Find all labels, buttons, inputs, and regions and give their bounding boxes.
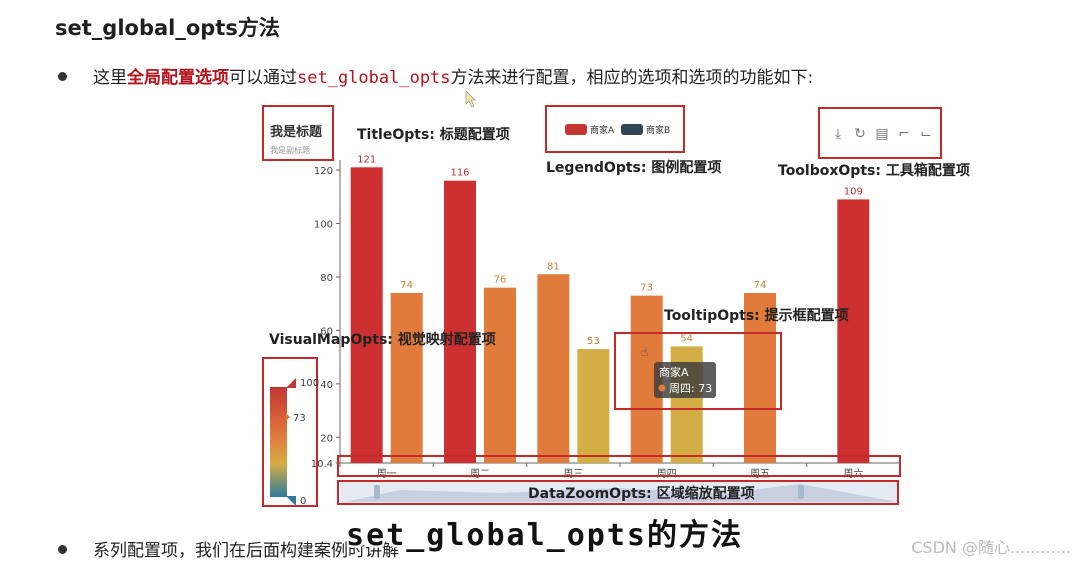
xaxis-highlight-box [337, 455, 901, 477]
bar-value-label: 53 [587, 336, 600, 347]
y-tick-label: 80 [320, 273, 333, 284]
bar-商家A [350, 167, 383, 463]
data-view-icon: ▤ [875, 126, 888, 142]
visualmap-handle-bottom [286, 496, 296, 506]
bar-value-label: 121 [357, 154, 376, 165]
refresh-icon: ↻ [854, 126, 866, 142]
bullet1-code: set_global_opts [297, 68, 451, 88]
bullet-global-opts: 这里全局配置选项可以通过set_global_opts方法来进行配置，相应的选项… [58, 63, 813, 88]
toolbox-opts-box [818, 107, 942, 159]
datazoom-opts-box [337, 480, 899, 505]
bar-商家A [837, 199, 870, 464]
title-opts-label: TitleOpts: 标题配置项 [357, 126, 510, 143]
bar-商家A [537, 274, 570, 463]
visualmap-opts-box [262, 357, 318, 507]
tooltip-popup [654, 362, 716, 398]
bar-value-label: 74 [754, 280, 767, 291]
tooltip-item: 周四: 73 [669, 382, 712, 395]
datazoom-shadow [345, 484, 898, 502]
legend-label-a: 商家A [590, 124, 615, 136]
x-tick-label: 周三 [563, 468, 583, 480]
cursor-icon: ☝ [641, 345, 648, 359]
visualmap-opts-label: VisualMapOpts: 视觉映射配置项 [269, 331, 496, 348]
bullet-dot [58, 71, 67, 81]
download-icon: ⤓ [835, 126, 841, 142]
legend-swatch-a [565, 124, 587, 135]
bar-value-label: 76 [494, 275, 507, 286]
legend-opts-label: LegendOpts: 图例配置项 [546, 159, 721, 176]
y-tick-label: 60 [320, 326, 333, 337]
mouse-pointer-icon [465, 90, 476, 108]
visualmap-indicator [286, 413, 290, 421]
tooltip-opts-label: TooltipOpts: 提示框配置项 [664, 307, 849, 324]
datazoom-handle-left [374, 485, 380, 499]
bar-商家A [444, 180, 476, 464]
tooltip-series: 商家A [659, 365, 689, 379]
visualmap-handle-top [286, 378, 296, 388]
chart-subtitle: 我是副标题 [270, 145, 310, 155]
watermark: CSDN @随心............ [911, 538, 1071, 557]
bullet-series-opts: 系列配置项，我们在后面构建案例时讲解 [58, 536, 399, 561]
bullet2-text: 系列配置项，我们在后面构建案例时讲解 [93, 541, 399, 561]
visualmap-max: 100 [300, 378, 319, 389]
chart-title: 我是标题 [270, 124, 323, 140]
y-tick-label: 40 [320, 380, 333, 391]
x-tick-label: 周二 [470, 468, 490, 480]
bullet1-mid: 可以通过 [229, 68, 297, 88]
x-tick-label: 周六 [843, 468, 863, 480]
page-heading: set_global_opts方法 [55, 16, 280, 40]
tooltip-marker [658, 384, 666, 392]
bullet1-post: 方法来进行配置，相应的选项和选项的功能如下: [450, 68, 814, 88]
bar-商家B [484, 287, 516, 463]
zoom-reset-icon: ⌙ [920, 126, 932, 142]
x-tick-label: 周五 [750, 468, 770, 480]
bar-商家A [744, 292, 776, 463]
bullet1-highlight: 全局配置选项 [127, 68, 229, 88]
bar-value-label: 54 [680, 333, 693, 344]
datazoom-handle-right [798, 485, 804, 499]
y-tick-label: 100 [314, 219, 333, 230]
x-tick-label: 周四 [657, 468, 677, 480]
bar-value-label: 74 [400, 280, 413, 291]
title-opts-box [262, 105, 334, 161]
y-tick-label: 10.4 [311, 459, 333, 470]
legend-swatch-b [621, 124, 643, 135]
tooltip-opts-box [614, 332, 782, 410]
bar-value-label: 109 [844, 186, 863, 197]
video-caption: set_global_opts的方法 [346, 518, 743, 553]
visualmap-current: 73 [293, 413, 306, 424]
bar-商家B [390, 292, 423, 463]
visualmap-gradient-bar [270, 387, 287, 497]
zoom-icon: ⌐ [898, 126, 910, 142]
bar-value-label: 73 [640, 283, 653, 294]
visualmap-min: 0 [300, 496, 306, 507]
legend-label-b: 商家B [646, 124, 670, 136]
legend-opts-box [545, 105, 685, 153]
y-tick-label: 20 [320, 433, 333, 444]
bar-value-label: 81 [547, 261, 560, 272]
bar-value-label: 116 [450, 168, 469, 179]
x-tick-label: 周一 [377, 468, 397, 480]
bar-商家B [577, 349, 610, 463]
bullet1-pre: 这里 [93, 68, 127, 88]
bullet-dot [58, 544, 67, 554]
y-tick-label: 120 [314, 166, 333, 177]
toolbox-opts-label: ToolboxOpts: 工具箱配置项 [778, 162, 970, 179]
datazoom-opts-label: DataZoomOpts: 区域缩放配置项 [528, 485, 755, 502]
